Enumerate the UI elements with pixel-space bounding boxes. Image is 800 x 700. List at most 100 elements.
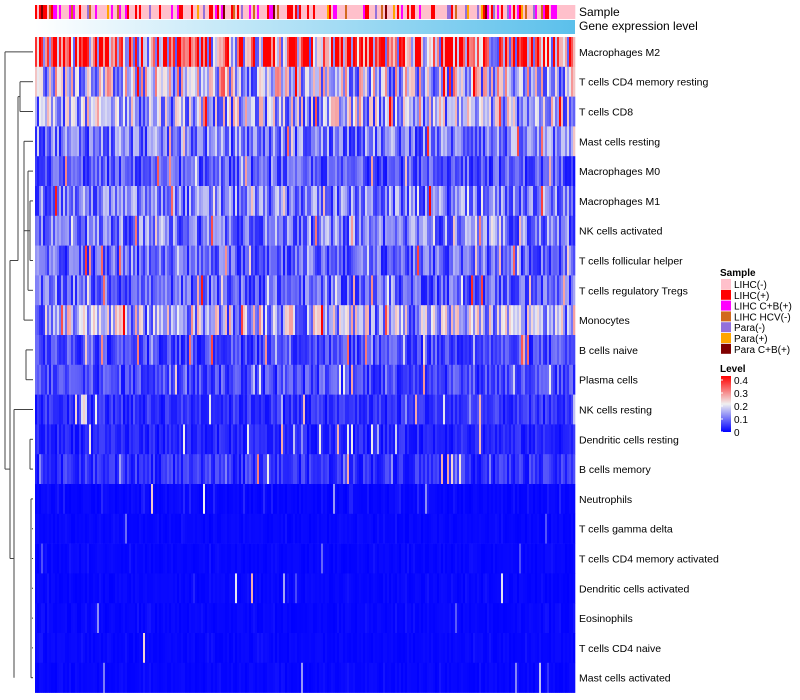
heatmap-cell bbox=[281, 66, 284, 97]
heatmap-cell bbox=[221, 513, 224, 544]
heatmap-cell bbox=[187, 215, 190, 246]
heatmap-cell bbox=[127, 543, 130, 574]
heatmap-cell bbox=[453, 305, 456, 336]
heatmap-cell bbox=[121, 394, 124, 425]
heatmap-cell bbox=[219, 394, 222, 425]
heatmap-cell bbox=[99, 245, 102, 276]
heatmap-cell bbox=[105, 37, 108, 68]
heatmap-cell bbox=[331, 215, 334, 246]
heatmap-cell bbox=[547, 126, 550, 157]
heatmap-cell bbox=[91, 364, 94, 395]
heatmap-cell bbox=[81, 126, 84, 157]
heatmap-cell bbox=[125, 454, 128, 485]
heatmap-cell bbox=[403, 156, 406, 187]
heatmap-cell bbox=[403, 215, 406, 246]
heatmap-cell bbox=[551, 454, 554, 485]
heatmap-cell bbox=[333, 126, 336, 157]
heatmap-cell bbox=[367, 156, 370, 187]
heatmap-cell bbox=[67, 424, 70, 455]
heatmap-cell bbox=[121, 186, 124, 217]
heatmap-cell bbox=[37, 96, 40, 127]
heatmap-cell bbox=[507, 275, 510, 306]
heatmap-cell bbox=[263, 126, 266, 157]
heatmap-cell bbox=[43, 543, 46, 574]
heatmap-cell bbox=[63, 275, 66, 306]
heatmap-cell bbox=[499, 484, 502, 515]
heatmap-cell bbox=[257, 513, 260, 544]
heatmap-cell bbox=[419, 484, 422, 515]
heatmap-cell bbox=[443, 156, 446, 187]
heatmap-cell bbox=[157, 394, 160, 425]
heatmap-cell bbox=[505, 484, 508, 515]
heatmap-cell bbox=[259, 66, 262, 97]
sample-cell bbox=[55, 5, 58, 19]
heatmap-cell bbox=[291, 275, 294, 306]
heatmap-cell bbox=[273, 156, 276, 187]
heatmap-cell bbox=[447, 484, 450, 515]
heatmap-cell bbox=[121, 335, 124, 366]
heatmap-cell bbox=[155, 275, 158, 306]
heatmap-cell bbox=[229, 245, 232, 276]
heatmap-cell bbox=[511, 424, 514, 455]
heatmap-cell bbox=[441, 513, 444, 544]
heatmap-cell bbox=[95, 156, 98, 187]
heatmap-cell bbox=[47, 335, 50, 366]
heatmap-cell bbox=[205, 215, 208, 246]
heatmap-cell bbox=[237, 156, 240, 187]
heatmap-cell bbox=[399, 215, 402, 246]
heatmap-cell bbox=[147, 394, 150, 425]
sample-cell bbox=[103, 5, 106, 19]
heatmap-cell bbox=[417, 335, 420, 366]
heatmap-cell bbox=[359, 364, 362, 395]
heatmap-cell bbox=[427, 245, 430, 276]
heatmap-cell bbox=[387, 454, 390, 485]
heatmap-cell bbox=[495, 186, 498, 217]
heatmap-cell bbox=[573, 156, 576, 187]
heatmap-cell bbox=[157, 275, 160, 306]
heatmap-cell bbox=[423, 335, 426, 366]
heatmap-cell bbox=[511, 126, 514, 157]
sample-cell bbox=[203, 5, 206, 19]
heatmap-cell bbox=[283, 215, 286, 246]
heatmap-cell bbox=[245, 37, 248, 68]
heatmap-cell bbox=[63, 126, 66, 157]
heatmap-cell bbox=[147, 96, 150, 127]
heatmap-cell bbox=[117, 513, 120, 544]
heatmap-cell bbox=[101, 66, 104, 97]
heatmap-cell bbox=[405, 245, 408, 276]
heatmap-cell bbox=[111, 96, 114, 127]
heatmap-cell bbox=[227, 245, 230, 276]
heatmap-cell bbox=[163, 394, 166, 425]
heatmap-cell bbox=[285, 454, 288, 485]
heatmap-cell bbox=[507, 156, 510, 187]
heatmap-cell bbox=[305, 96, 308, 127]
heatmap-cell bbox=[353, 305, 356, 336]
heatmap-cell bbox=[199, 394, 202, 425]
heatmap-cell bbox=[203, 454, 206, 485]
heatmap-cell bbox=[369, 484, 372, 515]
heatmap-cell bbox=[305, 394, 308, 425]
heatmap-cell bbox=[101, 126, 104, 157]
heatmap-cell bbox=[551, 305, 554, 336]
heatmap-cell bbox=[185, 335, 188, 366]
heatmap-cell bbox=[511, 364, 514, 395]
heatmap-cell bbox=[387, 305, 390, 336]
heatmap-cell bbox=[373, 126, 376, 157]
heatmap-cell bbox=[125, 66, 128, 97]
heatmap-cell bbox=[145, 364, 148, 395]
heatmap-cell bbox=[435, 66, 438, 97]
heatmap-cell bbox=[199, 364, 202, 395]
heatmap-cell bbox=[335, 484, 338, 515]
heatmap-cell bbox=[181, 513, 184, 544]
row-label: T cells gamma delta bbox=[579, 524, 673, 536]
heatmap-cell bbox=[131, 126, 134, 157]
heatmap-cell bbox=[565, 245, 568, 276]
heatmap-cell bbox=[265, 156, 268, 187]
heatmap-cell bbox=[309, 275, 312, 306]
heatmap-cell bbox=[301, 335, 304, 366]
heatmap-cell bbox=[217, 394, 220, 425]
heatmap-cell bbox=[91, 275, 94, 306]
heatmap-cell bbox=[57, 37, 60, 68]
sample-cell bbox=[191, 5, 194, 19]
heatmap-cell bbox=[77, 66, 80, 97]
